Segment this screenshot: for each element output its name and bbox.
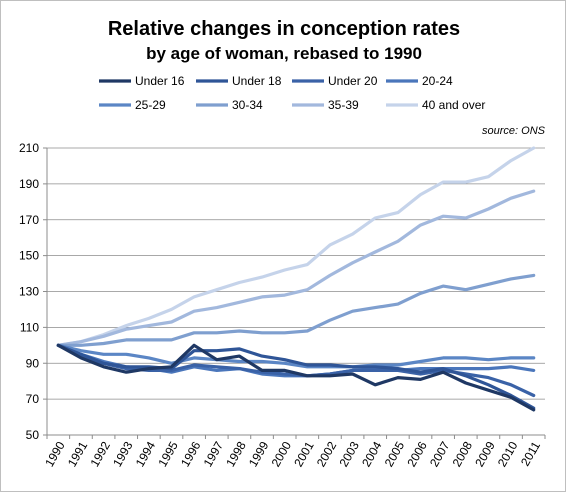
legend-label: Under 20 (328, 74, 378, 88)
legend-label: 25-29 (135, 98, 166, 112)
x-tick-label: 2003 (336, 439, 362, 469)
x-tick-label: 2011 (518, 439, 543, 469)
x-tick-label: 1990 (42, 439, 68, 469)
y-tick-label: 50 (26, 428, 40, 442)
x-tick-label: 2006 (404, 439, 430, 469)
x-tick-label: 1993 (110, 439, 136, 469)
x-tick-label: 2005 (382, 439, 408, 469)
legend-label: 40 and over (422, 98, 485, 112)
x-tick-label: 1999 (246, 439, 272, 469)
x-tick-label: 2004 (359, 439, 385, 469)
x-tick-label: 2007 (427, 439, 453, 469)
legend-label: 30-34 (232, 98, 263, 112)
y-tick-label: 110 (20, 320, 39, 334)
x-tick-label: 1997 (201, 439, 227, 469)
x-tick-label: 2002 (314, 439, 340, 469)
x-tick-label: 2000 (269, 439, 295, 469)
x-tick-label: 1996 (178, 439, 204, 469)
y-tick-label: 210 (19, 141, 39, 155)
y-tick-label: 70 (26, 392, 40, 406)
x-tick-label: 1998 (223, 439, 249, 469)
legend: Under 16 Under 18 Under 20 20-24 25-29 30-34 3… (99, 74, 485, 112)
y-tick-label: 150 (19, 249, 39, 263)
legend-label: 20-24 (422, 74, 453, 88)
x-tick-label: 2001 (291, 439, 317, 469)
x-tick-label: 1991 (65, 439, 91, 469)
series-line-35-39 (56, 189, 536, 347)
x-tick-label: 2009 (472, 439, 498, 469)
y-tick-label: 170 (19, 213, 39, 227)
series-line-under-16 (56, 343, 536, 412)
chart-subtitle: by age of woman, rebased to 1990 (146, 44, 422, 63)
series-line-25-29 (56, 343, 536, 369)
y-tick-label: 90 (26, 356, 40, 370)
axes: 50 70 90 110 130 150 170 190 210 1990199119921993… (19, 141, 546, 469)
x-tick-label: 1992 (87, 439, 113, 469)
x-tick-label: 1995 (155, 439, 181, 469)
series-line-40-and-over (56, 146, 536, 347)
x-tick-label: 2010 (495, 439, 521, 469)
legend-label: 35-39 (328, 98, 359, 112)
chart-source: source: ONS (482, 125, 546, 137)
legend-label: Under 18 (232, 74, 282, 88)
series-line-under-18 (56, 343, 536, 410)
y-tick-label: 190 (19, 177, 39, 191)
y-tick-label: 130 (19, 285, 39, 299)
series-lines (56, 146, 536, 412)
series-line-30-34 (56, 273, 536, 347)
x-tick-label: 2008 (450, 439, 476, 469)
legend-label: Under 16 (135, 74, 185, 88)
x-tick-label: 1994 (133, 439, 159, 469)
chart-title: Relative changes in conception rates (108, 18, 460, 40)
